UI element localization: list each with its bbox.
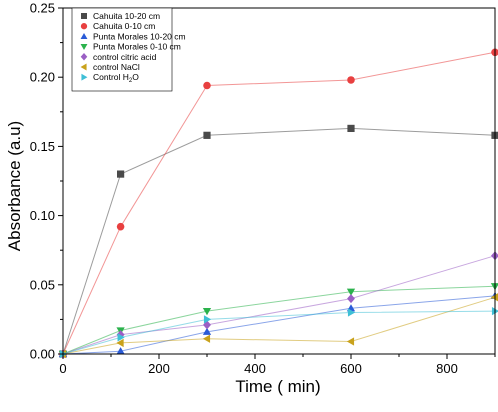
legend-label: Cahuita 0-10 cm — [93, 21, 155, 31]
data-point — [117, 333, 125, 342]
data-point — [347, 124, 355, 133]
x-tick-label: 600 — [340, 361, 362, 376]
legend-marker — [81, 13, 87, 19]
data-point — [202, 327, 212, 335]
legend-label: control citric acid — [93, 52, 157, 62]
data-point — [117, 170, 125, 178]
x-axis-title: Time ( min) — [235, 377, 320, 396]
data-point — [347, 308, 356, 317]
data-point — [346, 288, 356, 296]
legend-label: Cahuita 10-20 cm — [93, 11, 160, 21]
data-point — [347, 294, 355, 304]
y-tick-label: 0.10 — [30, 208, 55, 223]
data-point — [116, 222, 125, 231]
axes-layer: 0 200 400 600 800 0.00 0.05 0.10 0.15 0.20 0.25 — [30, 1, 496, 376]
series-line — [62, 295, 496, 355]
legend-label: Control H2O — [93, 72, 139, 84]
data-point — [202, 308, 212, 316]
legend-label: Punta Morales 10-20 cm — [93, 31, 186, 41]
legend-marker — [80, 32, 88, 39]
y-axis-title: Absorbance (a.u) — [5, 121, 24, 251]
data-point — [203, 320, 211, 330]
series-line — [62, 255, 496, 355]
legend-marker — [81, 73, 88, 81]
data-point — [490, 283, 498, 291]
legend-label: control NaCl — [93, 62, 140, 72]
y-tick-label: 0.20 — [30, 70, 55, 85]
legend-marker — [80, 63, 87, 71]
data-point — [116, 338, 124, 348]
x-tick-label: 400 — [244, 361, 266, 376]
legend-label: Punta Morales 0-10 cm — [93, 42, 181, 52]
data-point — [202, 334, 211, 343]
x-tick-label: 0 — [59, 361, 66, 376]
series-6 — [58, 293, 498, 359]
series-1 — [59, 124, 498, 358]
data-point — [116, 330, 125, 340]
y-tick-label: 0.00 — [30, 347, 55, 362]
y-tick-label: 0.25 — [30, 1, 55, 16]
data-point — [116, 347, 125, 355]
y-tick-label: 0.05 — [30, 277, 55, 292]
data-point — [490, 293, 498, 302]
y-tick-label: 0.15 — [30, 139, 55, 154]
legend-marker — [80, 23, 88, 30]
legend-marker — [80, 44, 88, 51]
series-line — [62, 51, 496, 355]
data-point — [347, 76, 355, 84]
data-point — [346, 337, 355, 346]
x-tick-label: 200 — [148, 361, 170, 376]
series-line — [62, 296, 496, 355]
legend-marker — [80, 53, 88, 61]
legend-box — [71, 7, 173, 92]
data-point — [203, 131, 211, 139]
data-point — [203, 315, 212, 324]
series-2 — [59, 48, 498, 358]
data-point — [203, 81, 211, 90]
x-tick-label: 800 — [436, 361, 458, 376]
series-layer — [58, 48, 498, 359]
